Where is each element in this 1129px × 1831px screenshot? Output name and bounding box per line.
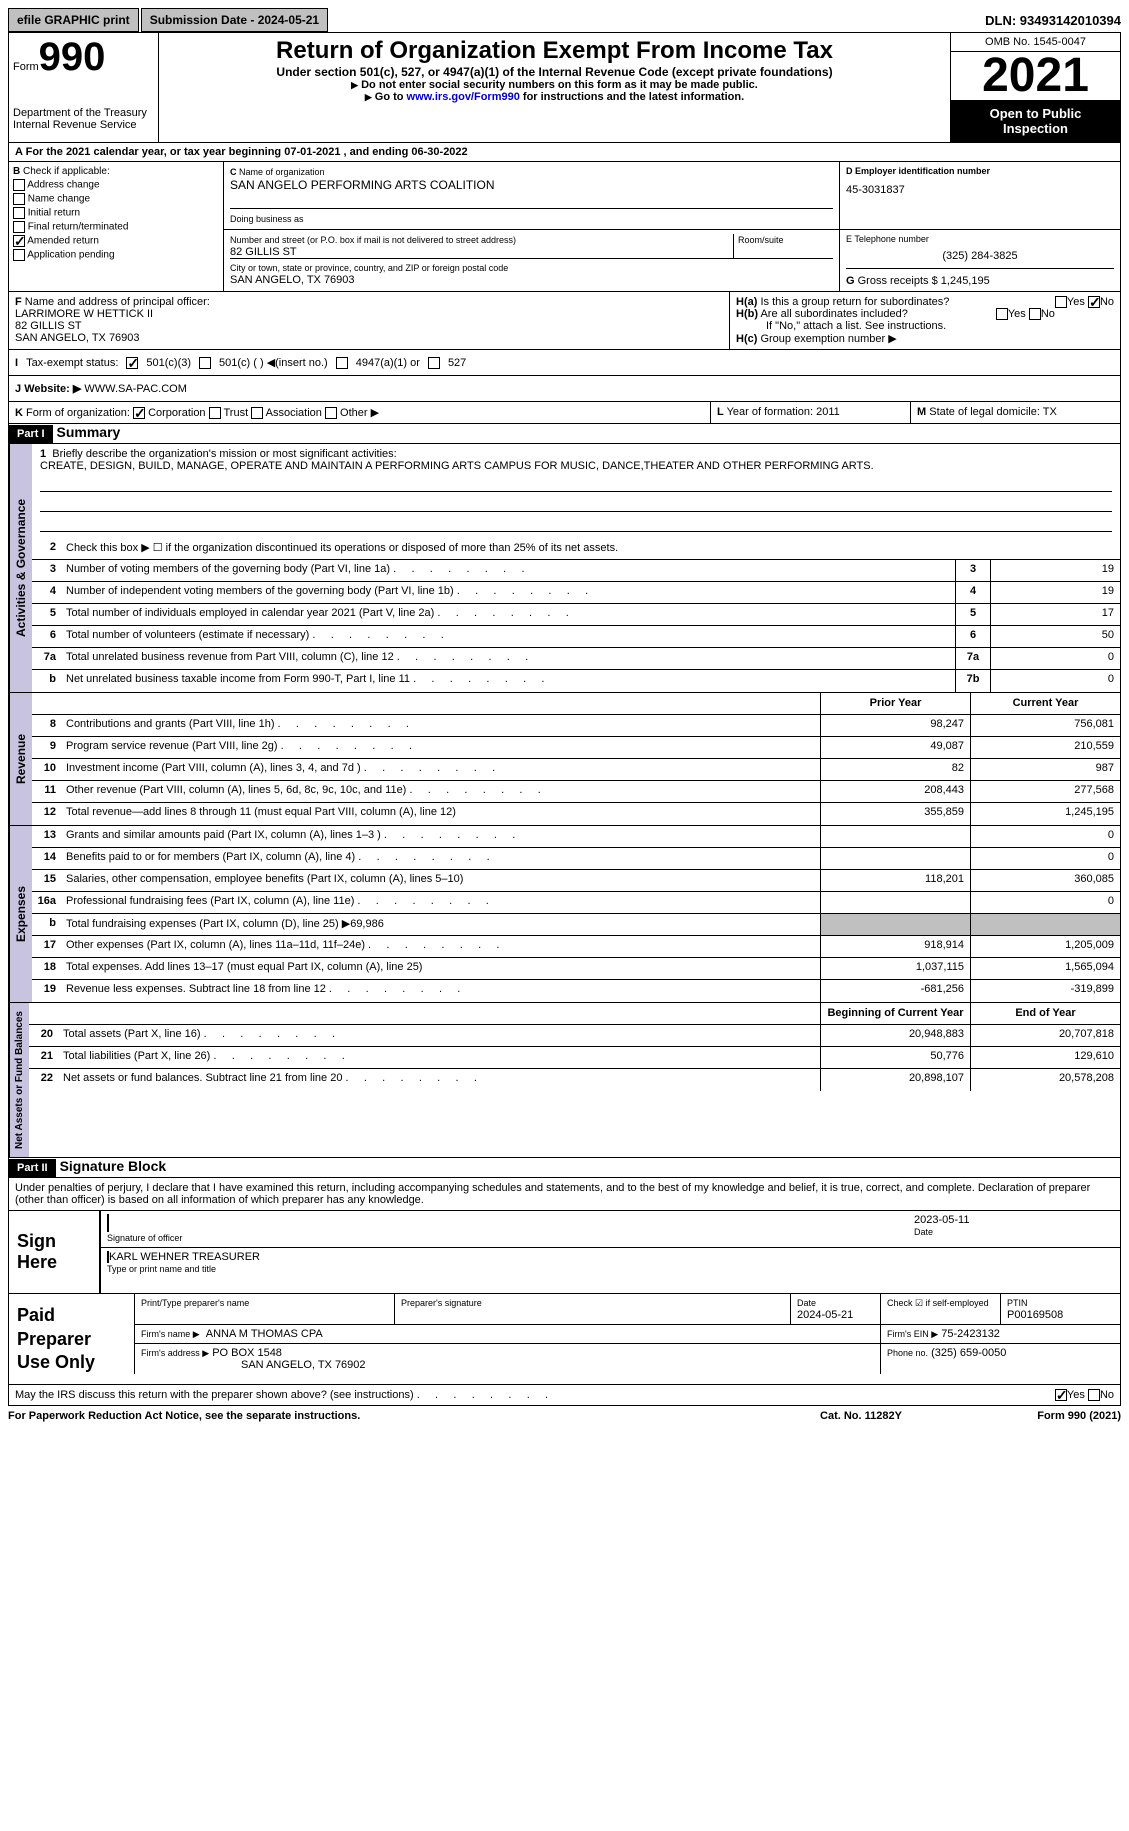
korg-row: K Form of organization: Corporation Trus…	[8, 402, 1121, 424]
dba-label: Doing business as	[230, 214, 304, 224]
goto-note-post: for instructions and the latest informat…	[520, 91, 744, 103]
firm-phone: (325) 659-0050	[931, 1347, 1006, 1359]
website-row: J Website: ▶ WWW.SA-PAC.COM	[8, 376, 1121, 402]
revenue-vlabel: Revenue	[9, 693, 32, 825]
sign-here-section: Sign Here Signature of officer2023-05-11…	[8, 1211, 1121, 1294]
form-header: Form990 Department of the Treasury Inter…	[8, 32, 1121, 143]
irs-label: Internal Revenue Service	[13, 119, 154, 131]
dept-treasury: Department of the Treasury	[13, 107, 154, 119]
efile-button[interactable]: efile GRAPHIC print	[8, 8, 139, 32]
chk-assoc[interactable]	[251, 407, 263, 419]
org-name: SAN ANGELO PERFORMING ARTS COALITION	[230, 178, 495, 192]
discuss-row: May the IRS discuss this return with the…	[8, 1385, 1121, 1406]
org-street: 82 GILLIS ST	[230, 246, 297, 258]
chk-amended[interactable]: Amended return	[13, 235, 219, 247]
row-a: A For the 2021 calendar year, or tax yea…	[8, 143, 1121, 162]
form-number: 990	[39, 35, 106, 79]
chk-corp[interactable]	[133, 407, 145, 419]
chk-final[interactable]: Final return/terminated	[13, 221, 219, 233]
chk-501c3[interactable]	[126, 357, 138, 369]
activities-vlabel: Activities & Governance	[9, 444, 32, 692]
ein-label: D Employer identification number	[846, 166, 990, 176]
state-domicile: TX	[1043, 406, 1057, 418]
submission-date-button[interactable]: Submission Date - 2024-05-21	[141, 8, 328, 32]
netassets-section: Net Assets or Fund Balances Beginning of…	[8, 1003, 1121, 1158]
activities-section: Activities & Governance 1 Briefly descri…	[8, 444, 1121, 693]
chk-trust[interactable]	[209, 407, 221, 419]
tax-status-row: I Tax-exempt status: 501(c)(3) 501(c) ( …	[8, 350, 1121, 376]
chk-527[interactable]	[428, 357, 440, 369]
chk-discuss-yes[interactable]	[1055, 1389, 1067, 1401]
chk-pending[interactable]: Application pending	[13, 249, 219, 261]
top-bar: efile GRAPHIC print Submission Date - 20…	[8, 8, 1121, 32]
part1-header: Part ISummary	[8, 424, 1121, 444]
chk-501c[interactable]	[199, 357, 211, 369]
ssn-note: Do not enter social security numbers on …	[163, 79, 946, 91]
open-inspection: Open to Public Inspection	[951, 100, 1120, 142]
irs-link[interactable]: www.irs.gov/Form990	[407, 91, 520, 103]
signer-name: KARL WEHNER TREASURER	[109, 1251, 260, 1263]
officer-addr1: 82 GILLIS ST	[15, 320, 82, 332]
fgh-row: F Name and address of principal officer:…	[8, 292, 1121, 350]
org-city: SAN ANGELO, TX 76903	[230, 274, 355, 286]
declaration: Under penalties of perjury, I declare th…	[8, 1178, 1121, 1211]
form-title: Return of Organization Exempt From Incom…	[163, 37, 946, 65]
chk-address[interactable]: Address change	[13, 179, 219, 191]
chk-discuss-no[interactable]	[1088, 1389, 1100, 1401]
officer-addr2: SAN ANGELO, TX 76903	[15, 332, 140, 344]
part2-header: Part IISignature Block	[8, 1158, 1121, 1178]
chk-4947[interactable]	[336, 357, 348, 369]
officer-name: LARRIMORE W HETTICK II	[15, 308, 153, 320]
expenses-section: Expenses 13Grants and similar amounts pa…	[8, 826, 1121, 1003]
phone-value: (325) 284-3825	[846, 250, 1114, 262]
website-url: WWW.SA-PAC.COM	[84, 383, 186, 395]
chk-name[interactable]: Name change	[13, 193, 219, 205]
paid-preparer-section: Paid Preparer Use Only Print/Type prepar…	[8, 1294, 1121, 1385]
main-info-grid: B Check if applicable: Address change Na…	[8, 162, 1121, 292]
revenue-section: Revenue Prior YearCurrent Year 8Contribu…	[8, 693, 1121, 826]
form-subtitle: Under section 501(c), 527, or 4947(a)(1)…	[163, 65, 946, 79]
dln-label: DLN: 93493142010394	[985, 13, 1121, 28]
page-footer: For Paperwork Reduction Act Notice, see …	[8, 1406, 1121, 1426]
tax-year: 2021	[951, 52, 1120, 100]
chk-other[interactable]	[325, 407, 337, 419]
firm-name: ANNA M THOMAS CPA	[206, 1328, 323, 1340]
column-b: B Check if applicable: Address change Na…	[9, 162, 224, 291]
form-word: Form	[13, 61, 39, 73]
year-formation: 2011	[816, 406, 840, 418]
netassets-vlabel: Net Assets or Fund Balances	[9, 1003, 29, 1157]
firm-ein: 75-2423132	[941, 1328, 1000, 1340]
ptin: P00169508	[1007, 1309, 1063, 1321]
mission-text: CREATE, DESIGN, BUILD, MANAGE, OPERATE A…	[40, 460, 1112, 472]
goto-note-pre: Go to	[365, 91, 407, 103]
chk-initial[interactable]: Initial return	[13, 207, 219, 219]
phone-label: E Telephone number	[846, 234, 1114, 244]
expenses-vlabel: Expenses	[9, 826, 32, 1002]
ein-value: 45-3031837	[846, 184, 1114, 196]
gross-receipts: 1,245,195	[941, 275, 990, 287]
